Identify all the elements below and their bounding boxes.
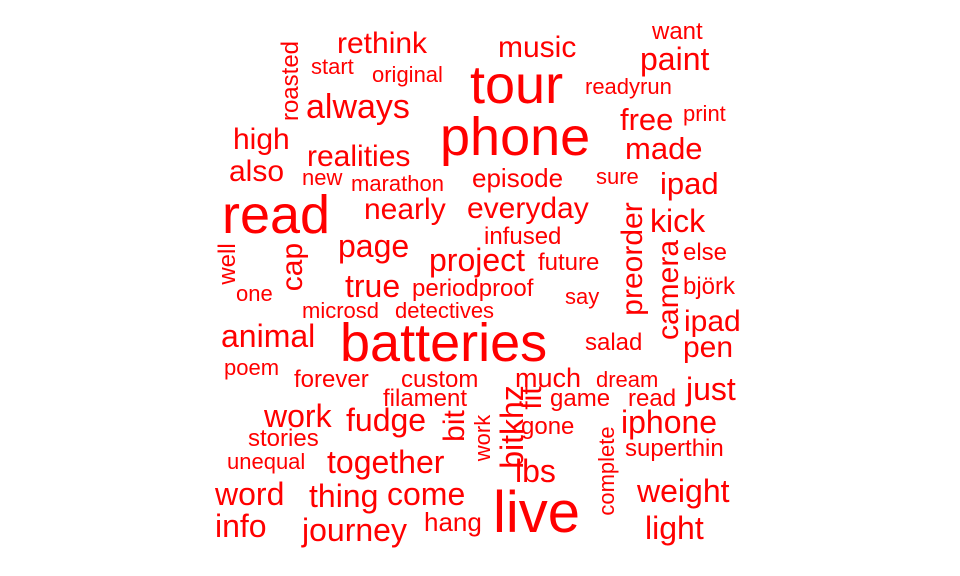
word: original — [372, 62, 443, 87]
word: iphone — [621, 404, 718, 440]
word: superthin — [625, 435, 724, 462]
word: camera — [652, 239, 685, 341]
word: info — [215, 508, 267, 544]
word: read — [628, 385, 677, 412]
word: work — [264, 398, 332, 434]
word: ipad — [684, 305, 741, 338]
word: word — [215, 476, 285, 512]
word: readyrun — [585, 74, 672, 99]
word: light — [645, 510, 704, 546]
word: just — [686, 371, 736, 407]
word: complete — [594, 426, 619, 516]
word: journey — [302, 512, 407, 548]
word: phone — [440, 107, 591, 167]
word: cap — [276, 242, 309, 292]
word: preorder — [616, 202, 649, 316]
word: tour — [470, 55, 564, 115]
word: ipad — [660, 166, 719, 201]
word: dream — [596, 367, 659, 392]
word: kick — [650, 203, 706, 239]
word: say — [565, 284, 600, 309]
word: episode — [472, 163, 564, 193]
word: always — [306, 88, 410, 126]
word: page — [338, 228, 410, 264]
word: lbs — [515, 453, 556, 489]
word: filament — [383, 385, 468, 412]
word: bit — [438, 410, 471, 442]
word: pen — [683, 331, 734, 364]
word: hang — [424, 507, 482, 537]
word: björk — [683, 273, 736, 300]
word: also — [229, 155, 285, 188]
word: sure — [596, 164, 639, 189]
word: high — [233, 123, 290, 156]
word: free — [620, 102, 674, 137]
word: nearly — [364, 193, 446, 226]
word: music — [498, 31, 577, 64]
word: everyday — [467, 192, 589, 225]
word: unequal — [227, 449, 306, 474]
word: infused — [484, 223, 562, 250]
word: gone — [521, 413, 575, 440]
word: one — [236, 281, 273, 306]
word: marathon — [351, 171, 444, 196]
word: detectives — [395, 298, 495, 323]
word: fudge — [346, 402, 427, 438]
word: periodproof — [412, 275, 534, 302]
word: future — [538, 249, 600, 276]
word: weight — [637, 473, 730, 509]
word: project — [429, 242, 526, 278]
word: realities — [307, 140, 411, 173]
word: start — [311, 54, 354, 79]
word: together — [327, 444, 445, 480]
word: custom — [401, 366, 479, 393]
word: read — [222, 185, 331, 245]
word: paint — [640, 41, 710, 77]
word: stories — [248, 425, 319, 452]
word: animal — [221, 318, 316, 354]
word: salad — [585, 329, 643, 356]
word: batteries — [340, 313, 548, 373]
word: come — [387, 476, 466, 512]
word: made — [625, 131, 703, 166]
word: rethink — [337, 27, 428, 60]
word: want — [652, 18, 703, 45]
word: thing — [309, 478, 379, 514]
word: else — [683, 239, 728, 266]
word: print — [683, 101, 726, 126]
word: live — [493, 480, 581, 545]
word: game — [550, 385, 611, 412]
word: true — [345, 268, 401, 304]
word: microsd — [302, 298, 380, 323]
word: work — [470, 414, 495, 462]
word: much — [515, 363, 582, 393]
word: forever — [294, 366, 369, 393]
word: roasted — [277, 40, 304, 122]
word: new — [302, 165, 343, 190]
word: poem — [224, 355, 280, 380]
